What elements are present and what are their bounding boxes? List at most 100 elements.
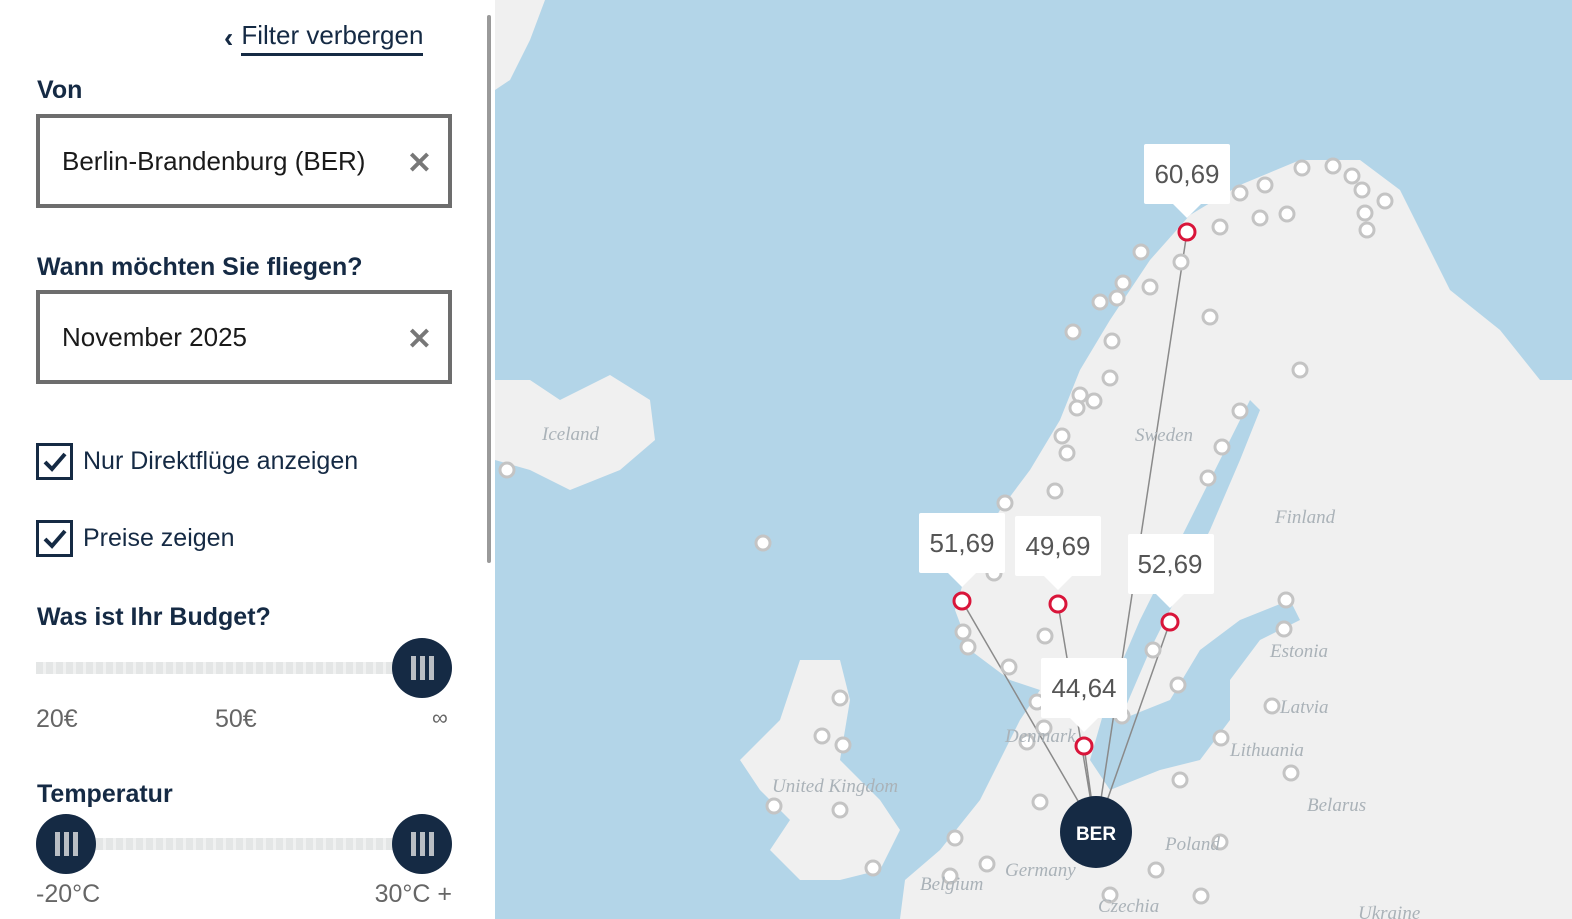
airport-dot[interactable] bbox=[1293, 159, 1311, 177]
clear-date-icon[interactable]: ✕ bbox=[406, 323, 432, 356]
temperature-slider-track[interactable] bbox=[36, 838, 436, 850]
price-tag[interactable]: 49,69 bbox=[1015, 516, 1101, 614]
airport-dot[interactable] bbox=[831, 801, 849, 819]
destination-marker[interactable] bbox=[952, 591, 972, 611]
airport-dot[interactable] bbox=[1353, 181, 1371, 199]
budget-slider-handle[interactable] bbox=[392, 638, 452, 698]
airport-dot[interactable] bbox=[1263, 697, 1281, 715]
airport-dot[interactable] bbox=[1169, 676, 1187, 694]
airport-dot[interactable] bbox=[1192, 887, 1210, 905]
price-tag[interactable]: 52,69 bbox=[1128, 534, 1214, 632]
airport-dot[interactable] bbox=[946, 829, 964, 847]
country-label: Latvia bbox=[1279, 697, 1329, 718]
origin-marker[interactable]: BER bbox=[1060, 796, 1132, 868]
airport-dot[interactable] bbox=[1324, 157, 1342, 175]
airport-dot[interactable] bbox=[1144, 641, 1162, 659]
checkmark-icon bbox=[36, 443, 73, 480]
airport-dot[interactable] bbox=[834, 736, 852, 754]
show-prices-checkbox[interactable]: Preise zeigen bbox=[36, 520, 234, 557]
airport-dot[interactable] bbox=[1251, 209, 1269, 227]
temperature-min-handle[interactable] bbox=[36, 814, 96, 874]
route-line bbox=[961, 600, 1097, 833]
destination-marker[interactable] bbox=[1160, 612, 1180, 632]
airport-dot[interactable] bbox=[1171, 771, 1189, 789]
temperature-max-handle[interactable] bbox=[392, 814, 452, 874]
budget-tick: ∞ bbox=[432, 705, 448, 730]
airport-dot[interactable] bbox=[978, 855, 996, 873]
sidebar-scrollbar[interactable] bbox=[487, 15, 491, 563]
budget-slider-track[interactable] bbox=[36, 662, 436, 674]
airport-dot[interactable] bbox=[1231, 184, 1249, 202]
airport-dot[interactable] bbox=[1213, 438, 1231, 456]
airport-dot[interactable] bbox=[831, 689, 849, 707]
airport-dot[interactable] bbox=[1278, 205, 1296, 223]
airport-dot[interactable] bbox=[1091, 293, 1109, 311]
airport-dot[interactable] bbox=[1053, 427, 1071, 445]
airport-dot[interactable] bbox=[813, 727, 831, 745]
airport-dot[interactable] bbox=[1277, 591, 1295, 609]
airport-dot[interactable] bbox=[1085, 392, 1103, 410]
airport-dot[interactable] bbox=[996, 494, 1014, 512]
destination-marker[interactable] bbox=[1074, 736, 1094, 756]
hide-filter-link[interactable]: ‹ Filter verbergen bbox=[224, 20, 424, 56]
airport-dot[interactable] bbox=[1201, 308, 1219, 326]
airport-dot[interactable] bbox=[1199, 469, 1217, 487]
airport-dot[interactable] bbox=[1058, 444, 1076, 462]
airport-dot[interactable] bbox=[1036, 627, 1054, 645]
airport-dot[interactable] bbox=[1114, 274, 1132, 292]
airport-dot[interactable] bbox=[1358, 221, 1376, 239]
budget-label: Was ist Ihr Budget? bbox=[37, 603, 271, 631]
country-label: Sweden bbox=[1135, 425, 1193, 446]
airport-dot[interactable] bbox=[1031, 793, 1049, 811]
country-label: Ukraine bbox=[1358, 903, 1420, 919]
airport-dot[interactable] bbox=[1141, 278, 1159, 296]
from-field[interactable]: Berlin-Brandenburg (BER) ✕ bbox=[36, 114, 452, 208]
airport-dot[interactable] bbox=[1343, 167, 1361, 185]
destination-marker[interactable] bbox=[1048, 594, 1068, 614]
country-label: Belgium bbox=[920, 874, 983, 895]
flight-map[interactable]: Iceland Sweden Finland Estonia Latvia Lithuan… bbox=[495, 0, 1572, 919]
price-label: 60,69 bbox=[1154, 159, 1219, 189]
airport-dot[interactable] bbox=[1376, 192, 1394, 210]
airport-dot[interactable] bbox=[1211, 218, 1229, 236]
airport-dot[interactable] bbox=[1046, 482, 1064, 500]
airport-dot[interactable] bbox=[864, 859, 882, 877]
airport-dot[interactable] bbox=[1108, 289, 1126, 307]
price-tag[interactable]: 44,64 bbox=[1041, 658, 1127, 756]
clear-from-icon[interactable]: ✕ bbox=[406, 147, 432, 180]
airport-dot[interactable] bbox=[1101, 886, 1119, 904]
filter-sidebar: ‹ Filter verbergen Von Berlin-Brandenbur… bbox=[0, 0, 495, 919]
airport-dot[interactable] bbox=[765, 797, 783, 815]
airport-dot[interactable] bbox=[498, 461, 516, 479]
airport-dot[interactable] bbox=[959, 638, 977, 656]
airport-dot[interactable] bbox=[1068, 399, 1086, 417]
airport-dot[interactable] bbox=[1103, 332, 1121, 350]
airport-dot[interactable] bbox=[1000, 658, 1018, 676]
airport-dot[interactable] bbox=[1211, 833, 1229, 851]
price-tag[interactable]: 60,69 bbox=[1144, 144, 1230, 242]
airport-dot[interactable] bbox=[1018, 733, 1036, 751]
airport-dot[interactable] bbox=[1282, 764, 1300, 782]
airport-dot[interactable] bbox=[1132, 243, 1150, 261]
date-field[interactable]: November 2025 ✕ bbox=[36, 290, 452, 384]
airport-dot[interactable] bbox=[1291, 361, 1309, 379]
from-label: Von bbox=[37, 76, 83, 104]
airport-dot[interactable] bbox=[754, 534, 772, 552]
destination-marker[interactable] bbox=[1177, 222, 1197, 242]
airport-dot[interactable] bbox=[1231, 402, 1249, 420]
price-tag[interactable]: 51,69 bbox=[919, 513, 1005, 611]
airport-dot[interactable] bbox=[1275, 620, 1293, 638]
checkmark-icon bbox=[36, 520, 73, 557]
airport-dot[interactable] bbox=[1256, 176, 1274, 194]
airport-dot[interactable] bbox=[1356, 204, 1374, 222]
airport-dot[interactable] bbox=[1147, 861, 1165, 879]
direct-flights-checkbox[interactable]: Nur Direktflüge anzeigen bbox=[36, 443, 358, 480]
date-value: November 2025 bbox=[62, 321, 247, 352]
airport-dot[interactable] bbox=[1101, 369, 1119, 387]
airport-dot[interactable] bbox=[954, 623, 972, 641]
airport-dot[interactable] bbox=[1172, 253, 1190, 271]
airport-dot[interactable] bbox=[1035, 719, 1053, 737]
airport-dot[interactable] bbox=[1212, 729, 1230, 747]
airport-dot[interactable] bbox=[941, 867, 959, 885]
airport-dot[interactable] bbox=[1064, 323, 1082, 341]
